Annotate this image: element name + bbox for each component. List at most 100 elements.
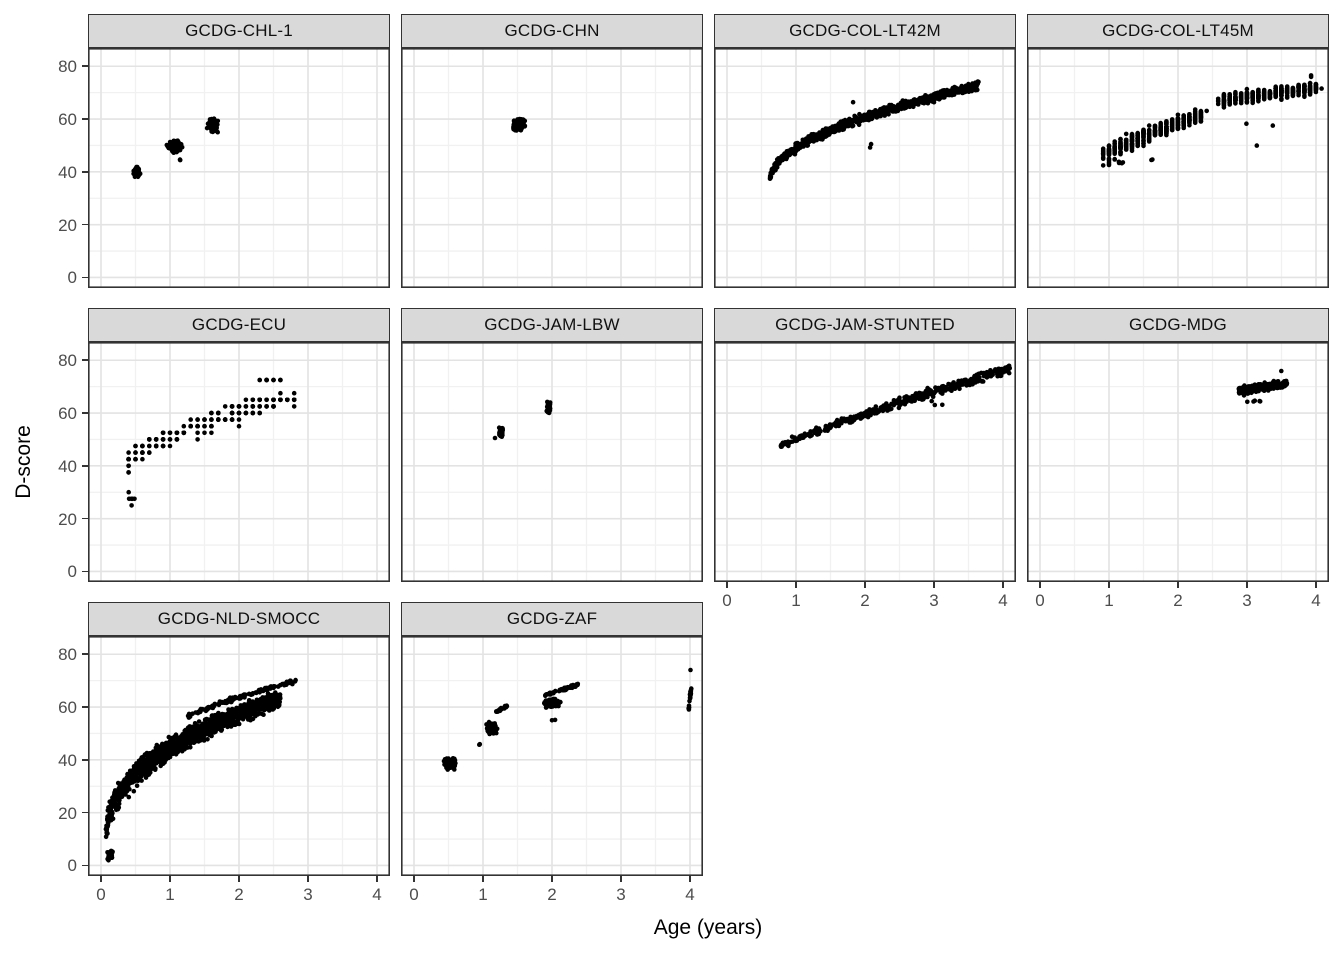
x-tick-mark: [238, 876, 240, 882]
facet-strip-gcdg-nld-smocc: GCDG-NLD-SMOCC: [88, 602, 390, 636]
x-tick-mark: [1177, 582, 1179, 588]
data-points: [778, 363, 1012, 449]
y-tick-label: 40: [58, 750, 77, 770]
x-tick-label: 4: [998, 591, 1008, 610]
data-points: [1236, 368, 1290, 405]
y-tick-label: 20: [58, 803, 77, 823]
facet-strip-gcdg-col-lt45m: GCDG-COL-LT45M: [1027, 14, 1329, 48]
facet-strip-label: GCDG-ZAF: [506, 609, 598, 628]
x-axis-title: Age (years): [653, 916, 763, 939]
x-tick-label: 3: [303, 885, 313, 904]
x-tick-label: 2: [860, 591, 870, 610]
y-tick-label: 20: [58, 215, 77, 235]
x-tick-mark: [689, 876, 691, 882]
facet-strip-label: GCDG-JAM-LBW: [484, 315, 620, 334]
y-tick-mark: [82, 276, 88, 279]
x-tick-mark: [482, 876, 484, 882]
scatter-panel-gcdg-col-lt45m: [1027, 48, 1329, 288]
facet-strip-label: GCDG-MDG: [1129, 315, 1227, 334]
x-tick-label: 1: [1104, 591, 1114, 610]
x-tick-label: 1: [165, 885, 175, 904]
x-tick-mark: [933, 582, 935, 588]
x-tick-mark: [1002, 582, 1004, 588]
y-tick-label: 60: [58, 404, 77, 424]
y-tick-mark: [82, 465, 88, 467]
x-tick-label: 1: [791, 591, 801, 610]
x-tick-label: 2: [1173, 591, 1183, 610]
y-tick-mark: [82, 759, 88, 761]
scatter-panel-gcdg-mdg: [1027, 342, 1329, 582]
scatter-panel-gcdg-zaf: [401, 636, 703, 876]
x-tick-label: 0: [1035, 591, 1045, 610]
y-tick-label: 0: [67, 856, 77, 876]
x-tick-mark: [620, 876, 622, 882]
y-tick-mark: [82, 65, 88, 68]
y-axis-title: D-score: [12, 425, 35, 499]
y-tick-label: 40: [58, 456, 77, 476]
x-tick-mark: [1315, 582, 1317, 588]
scatter-panel-gcdg-chn: [401, 48, 703, 288]
facet-strip-gcdg-chn: GCDG-CHN: [401, 14, 703, 48]
data-points: [1100, 73, 1324, 168]
data-points: [492, 399, 553, 441]
scatter-panel-gcdg-nld-smocc: [88, 636, 390, 876]
x-tick-mark: [307, 876, 309, 882]
scatter-panel-gcdg-jam-stunted: [714, 342, 1016, 582]
x-tick-mark: [864, 582, 866, 588]
x-tick-label: 0: [96, 885, 106, 904]
facet-strip-gcdg-jam-stunted: GCDG-JAM-STUNTED: [714, 308, 1016, 342]
data-points: [511, 116, 528, 133]
x-tick-label: 2: [547, 885, 557, 904]
scatter-panel-gcdg-jam-lbw: [401, 342, 703, 582]
x-tick-mark: [1108, 582, 1110, 588]
facet-strip-label: GCDG-COL-LT42M: [789, 21, 941, 40]
data-points: [767, 79, 981, 181]
x-tick-label: 3: [929, 591, 939, 610]
facet-strip-label: GCDG-CHL-1: [185, 21, 293, 40]
x-tick-mark: [169, 876, 171, 882]
y-tick-mark: [82, 412, 88, 414]
y-tick-mark: [82, 223, 88, 226]
scatter-panel-gcdg-chl-1: [88, 48, 390, 288]
facet-strip-gcdg-jam-lbw: GCDG-JAM-LBW: [401, 308, 703, 342]
x-tick-mark: [413, 876, 415, 882]
y-tick-mark: [82, 653, 88, 656]
x-tick-mark: [100, 876, 102, 882]
data-points: [441, 667, 694, 772]
facet-strip-label: GCDG-CHN: [504, 21, 600, 40]
x-tick-label: 2: [234, 885, 244, 904]
data-points: [131, 116, 221, 180]
y-tick-mark: [82, 517, 88, 520]
y-tick-mark: [82, 864, 88, 867]
x-tick-label: 0: [722, 591, 732, 610]
x-tick-mark: [795, 582, 797, 588]
facet-strip-gcdg-chl-1: GCDG-CHL-1: [88, 14, 390, 48]
x-tick-label: 3: [616, 885, 626, 904]
y-tick-label: 0: [67, 562, 77, 582]
x-tick-label: 4: [372, 885, 382, 904]
x-tick-mark: [1246, 582, 1248, 588]
data-points: [103, 677, 298, 863]
y-tick-label: 20: [58, 509, 77, 529]
y-tick-label: 40: [58, 162, 77, 182]
facet-strip-gcdg-zaf: GCDG-ZAF: [401, 602, 703, 636]
y-tick-label: 60: [58, 110, 77, 130]
scatter-panel-gcdg-ecu: [88, 342, 390, 582]
facet-strip-label: GCDG-NLD-SMOCC: [157, 609, 321, 628]
y-tick-mark: [82, 811, 88, 814]
x-tick-label: 1: [478, 885, 488, 904]
facet-strip-label: GCDG-ECU: [191, 315, 287, 334]
x-tick-mark: [726, 582, 728, 588]
facet-strip-gcdg-col-lt42m: GCDG-COL-LT42M: [714, 14, 1016, 48]
facet-strip-label: GCDG-JAM-STUNTED: [775, 315, 955, 334]
x-tick-label: 0: [409, 885, 419, 904]
data-points: [126, 377, 297, 508]
y-tick-mark: [82, 118, 88, 120]
y-tick-mark: [82, 706, 88, 708]
x-tick-mark: [551, 876, 553, 882]
y-tick-mark: [82, 359, 88, 362]
facet-strip-label: GCDG-COL-LT45M: [1102, 21, 1254, 40]
facet-strip-gcdg-mdg: GCDG-MDG: [1027, 308, 1329, 342]
y-tick-label: 60: [58, 698, 77, 718]
